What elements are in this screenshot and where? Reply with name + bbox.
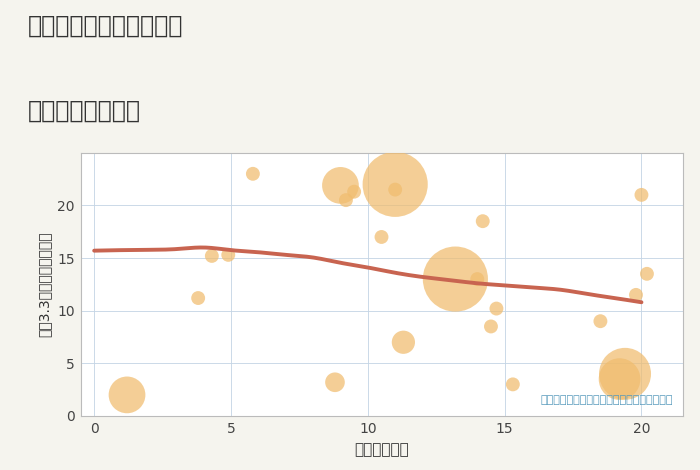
- Text: 三重県四日市市桜新町の: 三重県四日市市桜新町の: [28, 14, 183, 38]
- Point: [485, 323, 496, 330]
- Point: [330, 378, 341, 386]
- Point: [631, 291, 642, 298]
- Point: [193, 294, 204, 302]
- Point: [376, 233, 387, 241]
- Point: [620, 370, 631, 377]
- Point: [247, 170, 258, 178]
- Point: [390, 180, 401, 188]
- Point: [398, 338, 409, 346]
- Point: [450, 275, 461, 283]
- Point: [390, 186, 401, 193]
- Point: [491, 305, 502, 313]
- Point: [595, 317, 606, 325]
- Point: [508, 381, 519, 388]
- Point: [636, 191, 647, 199]
- X-axis label: 駅距離（分）: 駅距離（分）: [354, 442, 409, 457]
- Point: [206, 252, 218, 260]
- Point: [340, 196, 351, 204]
- Point: [335, 181, 346, 189]
- Point: [349, 188, 360, 196]
- Y-axis label: 坪（3.3㎡）単価（万円）: 坪（3.3㎡）単価（万円）: [38, 232, 52, 337]
- Text: 駅距離別土地価格: 駅距離別土地価格: [28, 99, 141, 123]
- Point: [472, 275, 483, 283]
- Point: [641, 270, 652, 278]
- Point: [223, 251, 234, 258]
- Text: 円の大きさは、取引のあった物件面積を示す: 円の大きさは、取引のあった物件面積を示す: [541, 395, 673, 406]
- Point: [614, 376, 625, 383]
- Point: [121, 391, 132, 399]
- Point: [477, 218, 489, 225]
